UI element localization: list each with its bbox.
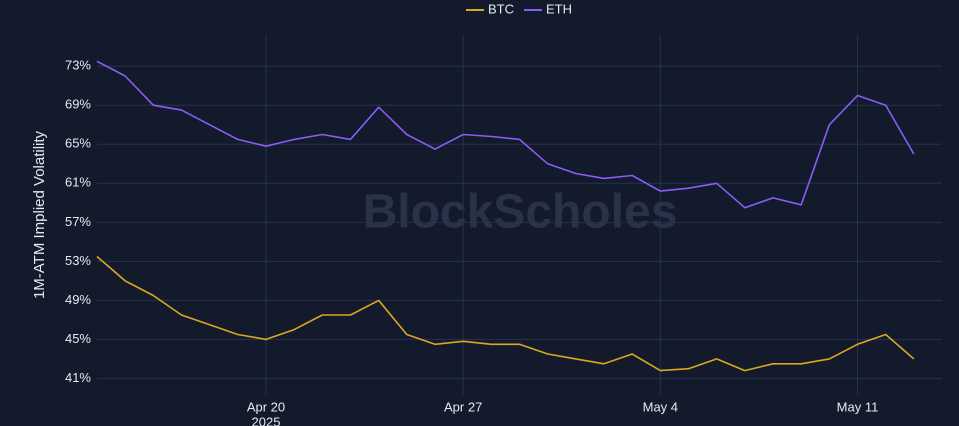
y-tick-label: 53% — [65, 253, 91, 268]
x-tick-label: Apr 20 — [247, 399, 285, 414]
watermark: BlockScholes — [363, 186, 678, 239]
y-tick-label: 49% — [65, 292, 91, 307]
y-tick-label: 57% — [65, 214, 91, 229]
x-tick-label: May 11 — [837, 399, 879, 414]
y-tick-label: 73% — [65, 58, 91, 73]
y-tick-label: 61% — [65, 175, 91, 190]
series-line — [96, 60, 915, 209]
legend-label: ETH — [546, 1, 572, 16]
y-tick-label: 69% — [65, 97, 91, 112]
y-tick-label: 45% — [65, 331, 91, 346]
x-tick-label: Apr 27 — [444, 399, 482, 414]
y-tick-label: 65% — [65, 136, 91, 151]
x-tick-label: May 4 — [643, 399, 678, 414]
series-line — [96, 255, 915, 372]
legend-label: BTC — [488, 1, 514, 16]
x-year-label: 2025 — [252, 414, 281, 426]
y-tick-label: 41% — [65, 370, 91, 385]
y-axis-title: 1M-ATM Implied Volatility — [31, 130, 48, 299]
